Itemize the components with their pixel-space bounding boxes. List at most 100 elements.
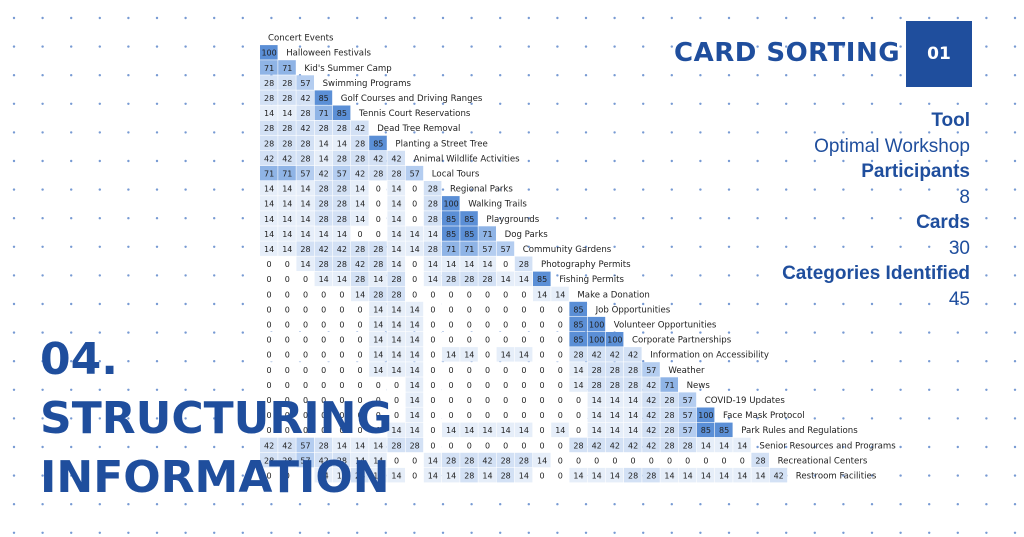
matrix-cell-value: 14 [264, 200, 274, 209]
matrix-cell-value: 0 [740, 456, 745, 465]
matrix-cell [423, 196, 442, 211]
matrix-cell [478, 271, 496, 287]
matrix-cell-value: 0 [303, 275, 308, 284]
matrix-cell [496, 301, 515, 317]
matrix-cell [260, 316, 278, 332]
matrix-cell-value: 0 [449, 411, 454, 420]
matrix-cell-value: 57 [300, 441, 310, 450]
matrix-cell-value: 14 [282, 200, 292, 209]
matrix-cell [551, 392, 569, 407]
matrix-cell [442, 377, 460, 392]
matrix-cell [460, 316, 478, 332]
matrix-cell-value: 0 [376, 200, 381, 209]
matrix-cell [533, 271, 551, 287]
matrix-cell [678, 407, 697, 422]
matrix-cell-value: 0 [339, 305, 344, 314]
matrix-cell-value: 57 [646, 366, 656, 375]
matrix-cell-value: 0 [503, 411, 508, 420]
matrix-cell [569, 332, 587, 347]
matrix-cell-value: 0 [540, 336, 545, 345]
matrix-cell [296, 105, 314, 120]
matrix-cell [496, 467, 515, 483]
matrix-cell [514, 437, 533, 453]
matrix-cell-value: 42 [264, 154, 274, 163]
matrix-cell [405, 377, 424, 392]
matrix-cell [478, 392, 496, 407]
matrix-cell [533, 437, 551, 453]
matrix-cell-value: 14 [464, 426, 474, 435]
matrix-cell-value: 85 [446, 230, 456, 239]
matrix-cell [533, 332, 551, 347]
matrix-cell-value: 0 [485, 336, 490, 345]
matrix-row-label: Community Gardens [523, 245, 612, 255]
matrix-cell-value: 0 [540, 426, 545, 435]
matrix-cell [296, 271, 314, 287]
matrix-cell [351, 407, 369, 422]
matrix-cell-value: 71 [264, 169, 274, 178]
matrix-cell [314, 301, 333, 317]
matrix-cell-value: 28 [428, 200, 438, 209]
stat-value-participants: 8 [959, 186, 970, 208]
matrix-cell [278, 226, 296, 241]
matrix-cell [260, 467, 278, 483]
matrix-cell-value: 14 [428, 471, 438, 480]
matrix-row-label: Halloween Festivals [286, 49, 371, 59]
matrix-cell-value: 14 [519, 426, 529, 435]
matrix-cell-value: 0 [540, 411, 545, 420]
matrix-cell-value: 0 [321, 411, 326, 420]
matrix-cell-value: 42 [355, 124, 365, 133]
matrix-cell [387, 452, 405, 468]
matrix-cell [496, 347, 515, 362]
matrix-cell-value: 0 [285, 351, 290, 360]
matrix-cell [423, 407, 442, 422]
matrix-cell [332, 452, 351, 468]
matrix-cell [460, 467, 478, 483]
matrix-cell-value: 14 [282, 109, 292, 118]
matrix-row-label: Animal Wildlife Activities [414, 154, 521, 164]
matrix-cell-value: 0 [285, 305, 290, 314]
matrix-cell-value: 42 [646, 396, 656, 405]
matrix-cell [405, 422, 424, 438]
matrix-cell [569, 301, 587, 317]
matrix-cell [642, 362, 660, 377]
matrix-cell-value: 0 [339, 366, 344, 375]
matrix-cell-value: 0 [521, 305, 526, 314]
matrix-cell [642, 452, 660, 468]
matrix-cell-value: 14 [592, 426, 602, 435]
matrix-cell-value: 0 [285, 411, 290, 420]
matrix-cell-value: 0 [558, 336, 563, 345]
matrix-cell-value: 0 [503, 260, 508, 269]
matrix-cell-value: 14 [337, 139, 347, 148]
matrix-cell [624, 437, 642, 453]
matrix-cell [296, 256, 314, 271]
matrix-cell [387, 196, 405, 211]
matrix-cell [296, 437, 314, 453]
matrix-cell-value: 0 [303, 336, 308, 345]
matrix-cell [296, 90, 314, 105]
matrix-cell-value: 0 [303, 320, 308, 329]
matrix-cell [260, 362, 278, 377]
matrix-cell-value: 0 [467, 336, 472, 345]
matrix-cell-value: 42 [319, 456, 329, 465]
matrix-cell-value: 42 [646, 426, 656, 435]
matrix-cell-value: 14 [464, 260, 474, 269]
matrix-cell-value: 0 [376, 426, 381, 435]
matrix-cell [514, 256, 533, 271]
matrix-cell [460, 452, 478, 468]
matrix-cell [278, 60, 296, 75]
matrix-cell [460, 362, 478, 377]
matrix-cell-value: 0 [667, 456, 672, 465]
matrix-cell [387, 286, 405, 302]
matrix-cell [533, 467, 551, 483]
matrix-cell-value: 0 [376, 396, 381, 405]
matrix-cell-value: 0 [722, 456, 727, 465]
matrix-cell-value: 0 [540, 366, 545, 375]
matrix-cell [587, 422, 606, 438]
matrix-cell [369, 181, 387, 196]
matrix-cell [442, 362, 460, 377]
matrix-cell [405, 256, 424, 271]
matrix-cell [678, 392, 697, 407]
matrix-cell [496, 422, 515, 438]
matrix-cell-value: 0 [612, 456, 617, 465]
matrix-cell [569, 407, 587, 422]
